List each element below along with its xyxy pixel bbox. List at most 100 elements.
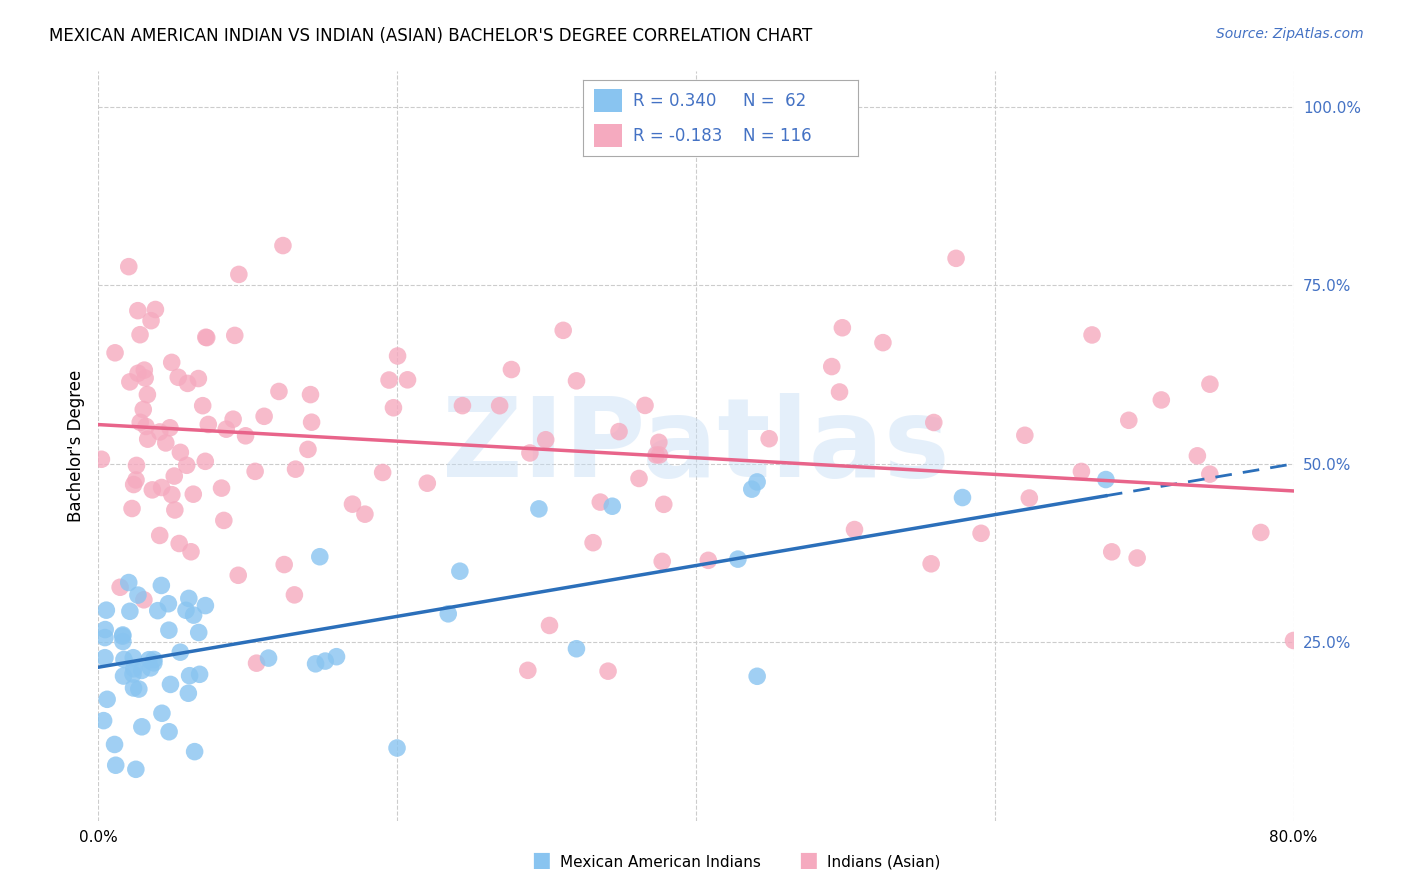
Point [449,564,471,578]
Text: N =  62: N = 62 [742,92,806,110]
Point [197,417,219,432]
Point [135,419,157,434]
Point [1198,467,1220,482]
Point [243,464,266,478]
Point [1118,413,1140,427]
Point [176,458,198,473]
Point [1150,392,1173,407]
Point [127,588,149,602]
Point [451,399,474,413]
Point [284,462,307,476]
Point [128,681,150,696]
Point [565,374,588,388]
Point [167,370,190,384]
Point [501,362,523,376]
Point [127,303,149,318]
Point [1126,551,1149,566]
Bar [595,124,621,147]
Point [648,448,671,462]
Point [177,591,200,606]
Point [183,745,205,759]
Point [634,399,657,413]
Point [118,604,141,618]
Point [645,448,668,462]
Point [758,432,780,446]
Point [194,330,217,344]
Point [141,483,163,497]
Point [222,412,245,426]
Point [177,686,200,700]
Point [149,528,172,542]
Point [844,523,866,537]
Point [385,741,408,756]
Point [111,628,134,642]
Point [872,335,894,350]
Point [488,399,510,413]
Point [131,720,153,734]
Point [136,387,159,401]
Text: ■: ■ [799,850,818,870]
Point [157,623,180,637]
Point [181,487,204,501]
Point [831,320,853,334]
Point [90,452,112,467]
Point [1199,377,1222,392]
Point [187,625,209,640]
Point [169,445,191,459]
Point [149,425,172,439]
Point [195,331,218,345]
Point [142,656,165,670]
Point [159,677,181,691]
Point [160,355,183,369]
Point [741,482,763,496]
Point [1081,327,1104,342]
Point [169,645,191,659]
Point [382,401,405,415]
Point [150,481,173,495]
Point [945,252,967,266]
Point [228,268,250,282]
Point [142,652,165,666]
Text: Source: ZipAtlas.com: Source: ZipAtlas.com [1216,27,1364,41]
Point [139,661,162,675]
Point [354,507,377,521]
Point [122,662,145,676]
Point [94,631,117,645]
Point [163,503,186,517]
Text: Mexican American Indians: Mexican American Indians [560,855,761,870]
Point [112,669,135,683]
Point [342,497,364,511]
Text: R = 0.340: R = 0.340 [633,92,716,110]
Point [553,323,575,337]
Point [245,656,267,670]
Point [125,458,148,473]
Point [828,384,851,399]
Point [94,650,117,665]
Point [534,433,557,447]
Point [596,664,619,678]
Point [194,599,217,613]
Point [582,535,605,549]
Point [122,681,145,695]
Point [157,724,180,739]
Point [160,488,183,502]
Point [118,375,141,389]
Point [136,432,159,446]
Point [111,634,134,648]
Point [155,436,177,450]
Point [325,649,347,664]
Point [191,399,214,413]
Point [416,476,439,491]
Point [212,513,235,527]
Bar [595,89,621,112]
Point [589,495,612,509]
Point [129,327,152,342]
Point [121,501,143,516]
Point [93,714,115,728]
Point [104,346,127,360]
Point [1101,545,1123,559]
Point [188,667,211,681]
Point [304,657,326,671]
Point [103,738,125,752]
Point [96,692,118,706]
